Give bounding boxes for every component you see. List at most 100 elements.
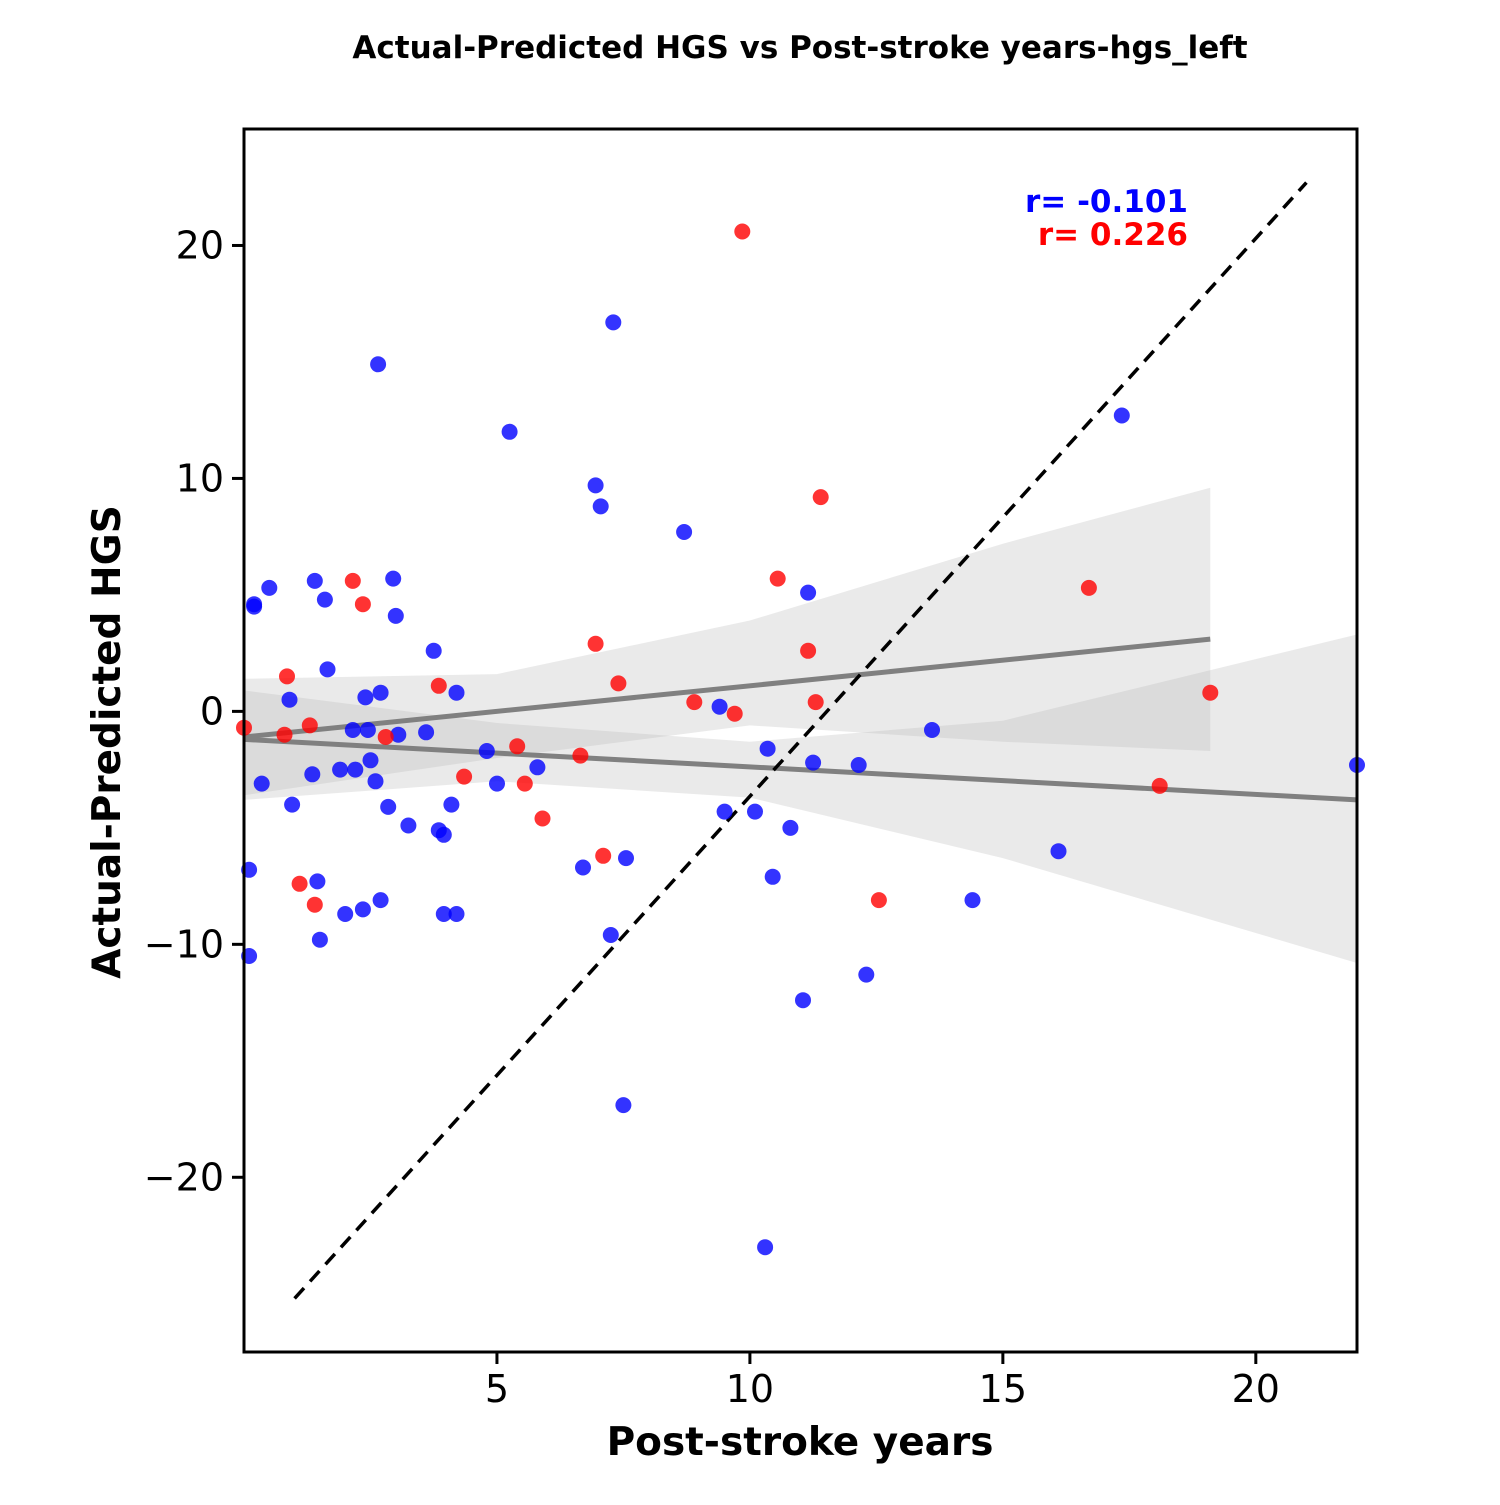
data-point bbox=[425, 642, 442, 659]
data-point bbox=[501, 423, 518, 440]
data-point bbox=[478, 743, 495, 759]
data-point bbox=[1050, 843, 1067, 860]
data-point bbox=[332, 761, 349, 778]
data-point bbox=[587, 477, 604, 494]
data-point bbox=[800, 584, 817, 601]
data-point bbox=[301, 717, 318, 734]
data-point bbox=[587, 635, 604, 652]
data-point bbox=[284, 796, 301, 813]
x-tick-label: 5 bbox=[485, 1367, 509, 1411]
data-point bbox=[1202, 684, 1219, 701]
data-point bbox=[964, 892, 981, 909]
data-point bbox=[509, 738, 526, 755]
data-point bbox=[448, 906, 465, 922]
data-point bbox=[726, 705, 743, 722]
data-point bbox=[711, 698, 728, 715]
data-point bbox=[686, 694, 703, 711]
data-point bbox=[870, 892, 887, 909]
data-point bbox=[370, 356, 387, 373]
data-point bbox=[1113, 407, 1130, 424]
data-point bbox=[281, 691, 298, 708]
ci-band-0 bbox=[244, 634, 1357, 963]
y-tick-label: −20 bbox=[144, 1155, 224, 1199]
data-point bbox=[316, 591, 333, 608]
y-tick-label: 0 bbox=[200, 689, 224, 733]
ci-band-1 bbox=[244, 487, 1211, 796]
y-tick-label: 10 bbox=[176, 456, 224, 500]
data-point bbox=[279, 668, 295, 685]
data-point bbox=[253, 775, 270, 792]
data-point bbox=[610, 675, 627, 692]
y-axis-label: Actual-Predicted HGS bbox=[85, 505, 130, 979]
data-point bbox=[276, 726, 293, 743]
data-point bbox=[489, 775, 505, 792]
chart-title: Actual-Predicted HGS vs Post-stroke year… bbox=[352, 30, 1247, 66]
data-point bbox=[456, 768, 473, 785]
data-point bbox=[359, 722, 376, 738]
identity-line bbox=[293, 181, 1308, 1300]
data-point bbox=[734, 223, 751, 240]
data-point bbox=[418, 724, 435, 741]
y-axis-ticks: 20 10 0 −10 −20 bbox=[144, 223, 244, 1199]
x-tick-label: 20 bbox=[1232, 1367, 1280, 1411]
data-point bbox=[306, 896, 323, 913]
data-point bbox=[344, 572, 361, 589]
data-point bbox=[311, 931, 328, 948]
data-point bbox=[362, 752, 379, 769]
y-tick-label: −10 bbox=[144, 922, 224, 966]
data-point bbox=[354, 901, 371, 918]
plot-frame bbox=[242, 127, 1359, 1354]
data-point bbox=[807, 694, 824, 711]
data-point bbox=[850, 757, 867, 773]
data-point bbox=[347, 761, 364, 778]
data-point bbox=[800, 642, 817, 659]
data-point bbox=[805, 754, 822, 771]
data-point bbox=[246, 596, 263, 613]
data-point bbox=[372, 684, 389, 701]
data-point bbox=[764, 868, 781, 885]
x-axis-ticks: 5 10 15 20 bbox=[485, 1352, 1280, 1411]
data-point bbox=[716, 803, 733, 820]
y-tick-label: 20 bbox=[176, 223, 224, 267]
data-point bbox=[782, 819, 799, 836]
data-point bbox=[337, 906, 354, 922]
x-tick-label: 15 bbox=[979, 1367, 1027, 1411]
data-point bbox=[380, 798, 397, 815]
red-correlation-label: r= 0.226 bbox=[1038, 217, 1188, 253]
data-point bbox=[1151, 777, 1168, 794]
data-point bbox=[309, 873, 326, 890]
data-point bbox=[390, 726, 407, 743]
x-axis-label: Post-stroke years bbox=[607, 1420, 994, 1465]
data-point bbox=[592, 498, 609, 515]
data-point bbox=[812, 489, 829, 506]
regression-lines bbox=[243, 636, 1358, 803]
confidence-bands bbox=[244, 487, 1357, 963]
data-point bbox=[602, 927, 619, 943]
data-point bbox=[534, 810, 551, 827]
data-point bbox=[367, 773, 384, 790]
data-point bbox=[757, 1239, 774, 1256]
data-point bbox=[1080, 579, 1097, 596]
data-point bbox=[354, 596, 371, 613]
data-point bbox=[443, 796, 460, 813]
data-point bbox=[924, 722, 940, 738]
data-point bbox=[448, 684, 465, 701]
data-point bbox=[430, 677, 447, 694]
data-point bbox=[435, 826, 452, 843]
data-point bbox=[795, 992, 811, 1009]
data-point bbox=[572, 747, 589, 764]
fit-line-1 bbox=[243, 636, 1211, 740]
data-point bbox=[385, 570, 402, 587]
data-point bbox=[759, 740, 776, 757]
data-point bbox=[615, 1097, 632, 1114]
data-point bbox=[377, 729, 394, 745]
data-point bbox=[319, 661, 336, 678]
data-point bbox=[291, 875, 308, 892]
data-point bbox=[676, 524, 693, 540]
data-point bbox=[344, 722, 361, 738]
data-point bbox=[575, 859, 591, 876]
data-point bbox=[304, 766, 321, 783]
data-points bbox=[236, 223, 1365, 1256]
data-point bbox=[605, 314, 622, 331]
data-point bbox=[435, 906, 452, 922]
